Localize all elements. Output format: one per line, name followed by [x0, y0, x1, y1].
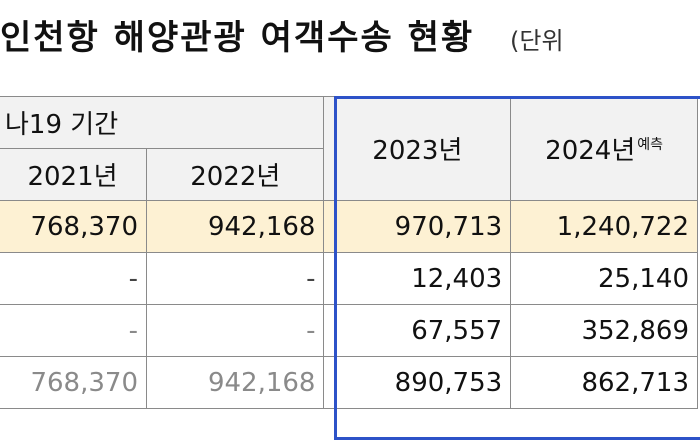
- passenger-table: 나19 기간 2023년 2024년 예측 2021년 2022년 768,370…: [0, 96, 698, 409]
- cell-2021: 768,370: [0, 356, 147, 409]
- cell-2022: -: [145, 304, 325, 357]
- covid-period-header: 나19 기간: [0, 96, 325, 149]
- cell-2024: 352,869: [510, 304, 698, 357]
- cell-2021: -: [0, 252, 147, 305]
- table-row: 768,370 942,168 890,753 862,713: [0, 356, 698, 409]
- page-title: 인천항 해양관광 여객수송 현황 (단위: [0, 16, 700, 60]
- table-row: - - 67,557 352,869: [0, 304, 698, 357]
- cell-2023: 12,403: [323, 252, 512, 305]
- title-text: 인천항 해양관광 여객수송 현황: [0, 18, 475, 58]
- cell-2023: 970,713: [323, 200, 512, 253]
- unit-label: (단위: [510, 27, 564, 55]
- cell-2024: 25,140: [510, 252, 698, 305]
- cell-2024: 1,240,722: [510, 200, 698, 253]
- header-2021: 2021년: [0, 148, 147, 201]
- header-2024-label: 2024년: [545, 136, 636, 166]
- cell-2023: 890,753: [323, 356, 512, 409]
- cell-2023: 67,557: [323, 304, 512, 357]
- header-2024-note: 예측: [637, 137, 664, 154]
- table-row: - - 12,403 25,140: [0, 252, 698, 305]
- cell-2024: 862,713: [510, 356, 698, 409]
- cell-2021: 768,370: [0, 200, 147, 253]
- header-row-1: 나19 기간 2023년 2024년 예측: [0, 96, 698, 201]
- header-2024: 2024년 예측: [510, 96, 698, 201]
- table-row-total: 768,370 942,168 970,713 1,240,722: [0, 200, 698, 253]
- header-2023: 2023년: [323, 96, 512, 201]
- cell-2022: 942,168: [145, 200, 325, 253]
- header-2022: 2022년: [145, 148, 325, 201]
- cell-2022: 942,168: [145, 356, 325, 409]
- cell-2022: -: [145, 252, 325, 305]
- cell-2021: -: [0, 304, 147, 357]
